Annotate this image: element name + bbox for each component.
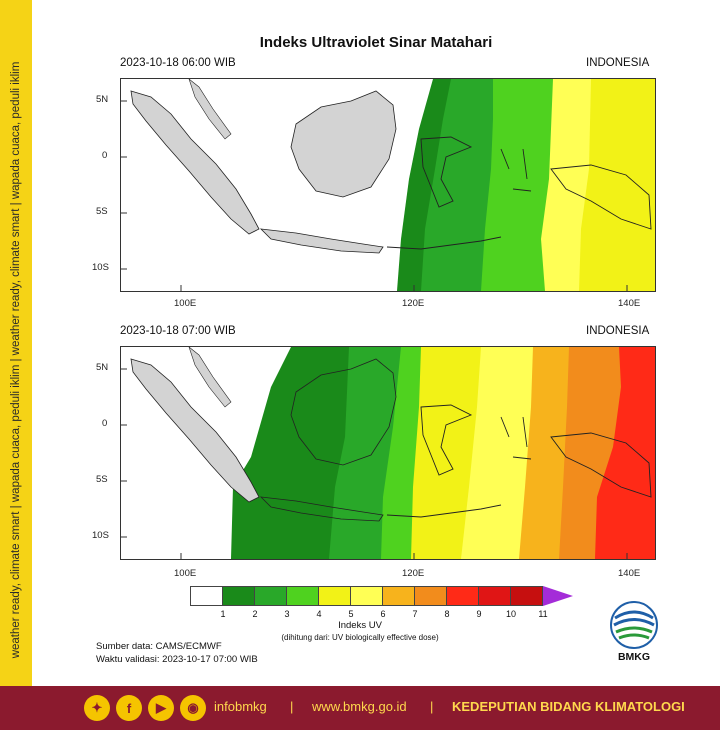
lat-label-0-2: 0 (102, 418, 108, 429)
colorbar-tick: 2 (252, 609, 258, 619)
colorbar-cell-1 (222, 586, 255, 606)
instagram-icon[interactable]: ◉ (180, 695, 206, 721)
colorbar-tick: 8 (444, 609, 450, 619)
side-strip: weather ready, climate smart | wapada cu… (0, 0, 32, 718)
colorbar-cell-0 (190, 586, 223, 606)
colorbar-tick: 5 (348, 609, 354, 619)
lon-label-120e-2: 120E (402, 568, 425, 579)
lat-label-5s-2: 5S (96, 474, 108, 485)
lon-label-140e-2: 140E (618, 568, 641, 579)
colorbar-tick: 9 (476, 609, 482, 619)
colorbar-cell-6 (382, 586, 415, 606)
colorbar-tick: 7 (412, 609, 418, 619)
footer-bar: ✦ f ▶ ◉ infobmkg | www.bmkg.go.id | KEDE… (0, 686, 720, 730)
main-content: Indeks Ultraviolet Sinar Matahari 2023-1… (32, 0, 720, 686)
colorbar-tick: 3 (284, 609, 290, 619)
colorbar-cell-7 (414, 586, 447, 606)
lat-label-10s: 10S (92, 262, 109, 273)
lon-label-140e: 140E (618, 298, 641, 309)
uv-colorbar (190, 586, 573, 606)
source-info: Sumber data: CAMS/ECMWF Waktu validasi: … (96, 640, 258, 666)
youtube-icon[interactable]: ▶ (148, 695, 174, 721)
colorbar-tick: 10 (505, 609, 517, 619)
colorbar-tick: 6 (380, 609, 386, 619)
map-title: Indeks Ultraviolet Sinar Matahari (259, 34, 493, 51)
colorbar-cell-9 (478, 586, 511, 606)
colorbar-tick: 11 (538, 609, 548, 619)
colorbar-subtitle: (dihitung dari: UV biologically effectiv… (281, 633, 439, 642)
map-panel-1 (120, 78, 656, 292)
facebook-icon[interactable]: f (116, 695, 142, 721)
map-panel-2 (120, 346, 656, 560)
panel1-datetime: 2023-10-18 06:00 WIB (120, 57, 236, 69)
bmkg-logo-text: BMKG (617, 651, 651, 663)
lat-label-10s-2: 10S (92, 530, 109, 541)
lat-label-5n-2: 5N (96, 362, 109, 373)
colorbar-cell-5 (350, 586, 383, 606)
footer-handle[interactable]: infobmkg (214, 699, 267, 714)
colorbar-title: Indeks UV (338, 620, 382, 631)
lon-label-120e: 120E (402, 298, 425, 309)
colorbar-cell-3 (286, 586, 319, 606)
colorbar-tick: 4 (316, 609, 322, 619)
source-line: Sumber data: CAMS/ECMWF (96, 641, 222, 652)
footer-separator-2: | (430, 699, 434, 714)
colorbar-tick: 1 (220, 609, 226, 619)
footer-department: KEDEPUTIAN BIDANG KLIMATOLOGI (452, 699, 685, 714)
validity-line: Waktu validasi: 2023-10-17 07:00 WIB (96, 654, 258, 665)
footer-separator-1: | (290, 699, 294, 714)
lat-label-5s: 5S (96, 206, 108, 217)
bmkg-logo (609, 600, 659, 666)
colorbar-cell-4 (318, 586, 351, 606)
lon-label-100e-2: 100E (174, 568, 197, 579)
lat-label-0: 0 (102, 150, 108, 161)
side-tagline: weather ready, climate smart | wapada cu… (10, 61, 22, 659)
colorbar-extend-arrow (543, 586, 573, 606)
footer-website[interactable]: www.bmkg.go.id (312, 699, 407, 714)
twitter-icon[interactable]: ✦ (84, 695, 110, 721)
lon-label-100e: 100E (174, 298, 197, 309)
colorbar-cell-10 (510, 586, 543, 606)
colorbar-cell-8 (446, 586, 479, 606)
colorbar-cell-2 (254, 586, 287, 606)
panel2-region: INDONESIA (586, 325, 650, 337)
panel2-datetime: 2023-10-18 07:00 WIB (120, 325, 236, 337)
lat-label-5n: 5N (96, 94, 109, 105)
panel1-region: INDONESIA (586, 57, 650, 69)
